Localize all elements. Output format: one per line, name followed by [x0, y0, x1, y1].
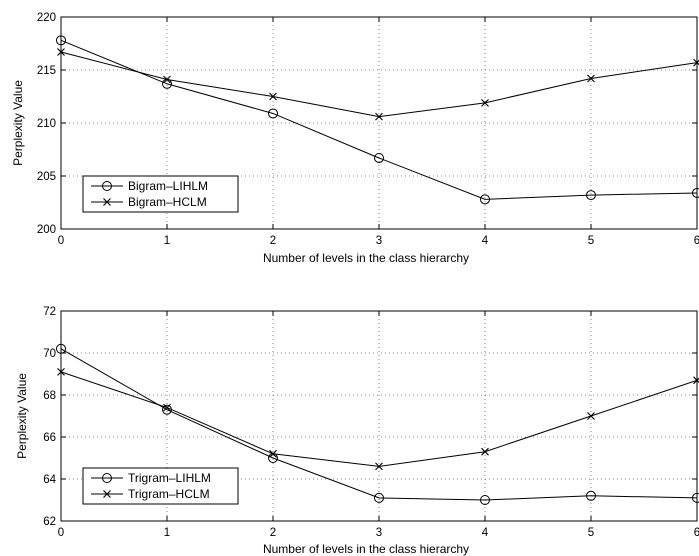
- y-tick-label: 64: [43, 474, 56, 486]
- legend-label: Bigram–HCLM: [128, 195, 207, 209]
- circle-marker: [374, 492, 384, 503]
- x-marker: [57, 48, 65, 56]
- series-line-1: [60, 348, 698, 501]
- x-tick-label: 2: [270, 527, 276, 539]
- x-marker: [375, 462, 383, 471]
- circle-marker: [56, 343, 66, 354]
- y-tick-label: 66: [43, 432, 56, 444]
- circle-marker: [692, 492, 699, 503]
- legend: Trigram–LIHLM Trigram–HCLM: [82, 467, 239, 505]
- x-marker: [269, 449, 277, 458]
- x-marker: [693, 58, 699, 67]
- x-tick-label: 0: [58, 527, 64, 539]
- x-marker: [481, 447, 489, 456]
- y-tick-label: 205: [37, 171, 56, 183]
- legend-label: Trigram–HCLM: [128, 487, 210, 501]
- x-marker: [587, 412, 595, 420]
- y-tick-label: 70: [43, 348, 56, 360]
- x-tick-label: 6: [694, 235, 699, 247]
- y-tick-label: 72: [43, 306, 56, 318]
- circle-marker: [268, 108, 278, 119]
- circle-marker: [480, 495, 490, 505]
- x-tick-label: 5: [588, 527, 594, 539]
- y-axis-label: Perplexity Value: [11, 80, 25, 166]
- x-marker: [481, 98, 489, 107]
- x-marker: [163, 75, 171, 84]
- circle-marker: [586, 190, 596, 201]
- x-marker: [375, 112, 383, 121]
- x-tick-label: 2: [270, 235, 276, 247]
- x-tick-label: 3: [376, 527, 382, 539]
- y-tick-label: 210: [37, 118, 56, 130]
- x-tick-label: 1: [164, 527, 170, 539]
- y-tick-label: 200: [37, 224, 56, 236]
- legend-label: Trigram–LIHLM: [128, 471, 211, 485]
- circle-marker: [586, 490, 596, 501]
- x-tick-label: 5: [588, 235, 594, 247]
- x-marker: [693, 376, 699, 385]
- legend-label: Bigram–LIHLM: [128, 179, 208, 193]
- x-tick-label: 1: [164, 235, 170, 247]
- x-marker: [163, 403, 171, 412]
- legend-x-icon: [103, 490, 111, 498]
- x-tick-label: 3: [376, 235, 382, 247]
- y-axis-label: Perplexity Value: [15, 373, 29, 459]
- x-marker: [57, 368, 65, 376]
- x-tick-label: 6: [694, 527, 699, 539]
- series-line-1: [60, 39, 698, 200]
- y-tick-label: 220: [37, 12, 56, 24]
- chart-panel-2: 0 1 2 3 4 5 6 62 64 66 68 70 72 Number of levels in t…: [15, 306, 699, 556]
- legend-circle-icon: [102, 473, 112, 483]
- y-tick-label: 62: [43, 516, 56, 528]
- circle-marker: [374, 152, 384, 163]
- legend-circle-icon: [102, 181, 112, 191]
- y-tick-label: 215: [37, 65, 56, 77]
- y-tick-label: 68: [43, 390, 56, 402]
- circle-marker: [56, 35, 66, 46]
- legend: Bigram–LIHLM Bigram–HCLM: [82, 175, 239, 213]
- x-marker: [269, 92, 277, 101]
- circle-marker: [480, 194, 490, 205]
- x-axis-label: Number of levels in the class hierarchy: [263, 542, 469, 556]
- legend-x-icon: [103, 198, 111, 206]
- circle-marker: [692, 187, 699, 198]
- chart-panel-1: 0 1 2 3 4 5 6 200 205 210 215 220 Number of levels i…: [11, 12, 699, 265]
- x-tick-label: 4: [482, 235, 489, 247]
- x-tick-label: 0: [58, 235, 64, 247]
- x-axis-label: Number of levels in the class hierarchy: [263, 251, 469, 265]
- x-tick-label: 4: [482, 527, 489, 539]
- x-marker: [587, 74, 595, 83]
